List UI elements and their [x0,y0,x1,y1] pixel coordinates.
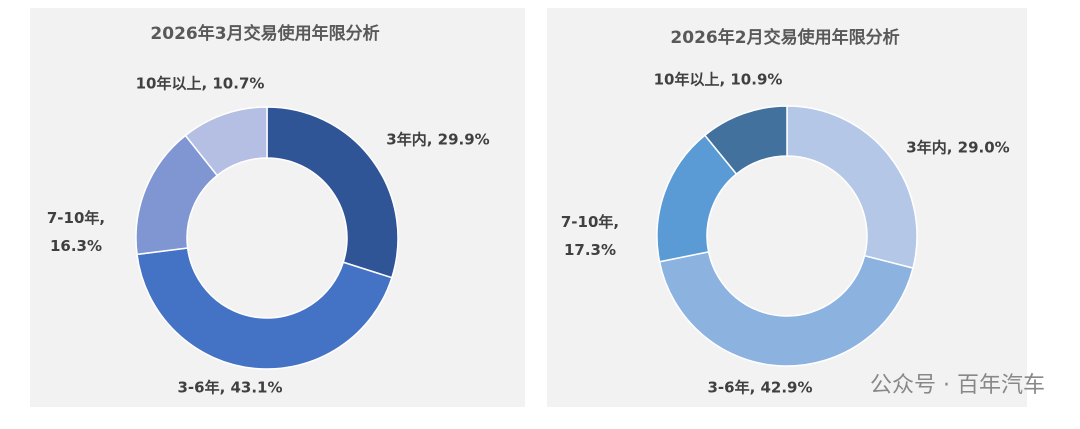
data-label: 10年以上, 10.9% [654,71,783,89]
donut-slice [658,250,914,367]
data-label: 10年以上, 10.7% [136,75,265,93]
data-label: 3年内, 29.0% [906,139,1009,157]
data-label: 3年内, 29.9% [386,131,489,149]
data-label-line: 17.3% [564,241,616,259]
data-label-line: 16.3% [50,237,102,255]
donut-slice [266,106,399,279]
data-label: 3-6年, 43.1% [177,379,282,397]
donut-slice [703,105,788,176]
data-label: 7-10年, 17.3% [561,213,619,259]
data-label: 7-10年, 16.3% [47,209,105,255]
data-label-line: 7-10年, [47,209,105,227]
data-label-line: 7-10年, [561,213,619,231]
chart-title: 2026年2月交易使用年限分析 [670,27,899,48]
donut-slice [786,105,918,270]
donut-slice [184,106,268,177]
data-label: 3-6年, 42.9% [707,379,812,397]
chart-title: 2026年3月交易使用年限分析 [150,23,379,44]
watermark: 公众号 · 百年汽车 [870,373,1045,398]
donut-slice [136,247,393,370]
